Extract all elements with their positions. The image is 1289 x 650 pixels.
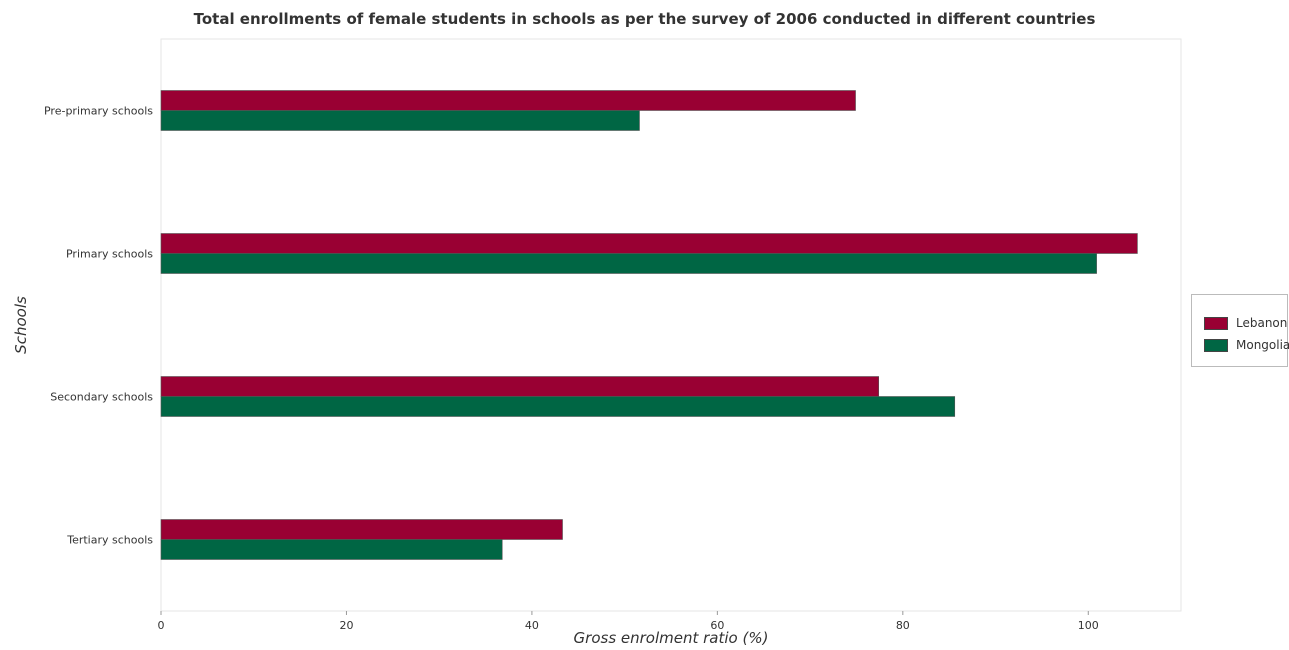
bar-mongolia-1 [160, 253, 1097, 274]
y-tick-label: Secondary schools [50, 391, 153, 404]
x-tick-label: 80 [896, 619, 910, 632]
bar-lebanon-3 [160, 519, 563, 540]
legend-item-lebanon: Lebanon [1204, 315, 1287, 331]
y-tick-label: Primary schools [66, 248, 153, 261]
bar-lebanon-1 [160, 233, 1138, 254]
legend-label-lebanon: Lebanon [1236, 316, 1288, 330]
bar-mongolia-2 [160, 396, 956, 417]
y-axis-label: Schools [12, 296, 30, 354]
x-tick-label: 60 [710, 619, 724, 632]
x-tick-label: 0 [158, 619, 165, 632]
y-tick-label: Tertiary schools [66, 534, 153, 547]
x-axis-label: Gross enrolment ratio (%) [574, 629, 769, 647]
legend-swatch-lebanon [1204, 316, 1228, 330]
legend-label-mongolia: Mongolia [1236, 338, 1289, 352]
bar-mongolia-3 [160, 539, 503, 560]
chart-title: Total enrollments of female students in … [193, 10, 1096, 28]
legend-swatch-mongolia [1204, 338, 1228, 352]
bar-lebanon-2 [160, 376, 880, 397]
bar-lebanon-0 [160, 90, 856, 111]
x-tick-label: 20 [339, 619, 353, 632]
bar-mongolia-0 [160, 110, 640, 131]
y-tick-label: Pre-primary schools [44, 105, 153, 118]
plot-frame [160, 38, 1182, 612]
x-tick-label: 40 [525, 619, 539, 632]
legend-item-mongolia: Mongolia [1204, 337, 1289, 353]
x-tick-label: 100 [1078, 619, 1099, 632]
legend: Lebanon Mongolia [1191, 294, 1289, 367]
